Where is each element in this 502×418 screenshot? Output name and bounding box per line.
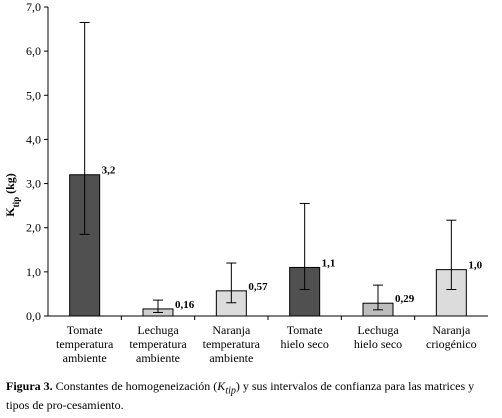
error-bars <box>79 21 457 313</box>
data-labels: 3,2 0,16 0,57 1,1 0,29 1,0 <box>102 165 483 311</box>
chart-axes <box>47 7 488 320</box>
figure-label: Figura 3. <box>6 379 53 393</box>
category-label-line: Lechuga <box>137 323 179 337</box>
bar-chart: 0,0 1,0 2,0 3,0 4,0 5,0 6,0 7,0 3,2 0,16 0,57 1,1 0… <box>3 0 488 365</box>
category-label: Lechuga temperatura ambiente <box>129 323 187 365</box>
y-tick-label: 0,0 <box>26 309 41 323</box>
y-tick-label: 2,0 <box>26 221 41 235</box>
caption-text-after: ) y sus intervalos de confianza para las… <box>6 379 475 413</box>
y-axis-label-unit: (kg) <box>3 173 17 197</box>
y-tick-label: 7,0 <box>26 0 41 14</box>
y-tick-label: 3,0 <box>26 177 41 191</box>
category-label-line: ambiente <box>209 351 253 365</box>
category-label-line: temperatura <box>203 337 261 351</box>
data-label: 1,1 <box>322 257 336 269</box>
category-label: Tomate temperatura ambiente <box>56 323 114 365</box>
y-tick-label: 1,0 <box>26 265 41 279</box>
category-label-line: Tomate <box>67 323 103 337</box>
caption-k-sub: tip <box>225 385 236 397</box>
data-label: 0,57 <box>248 281 268 293</box>
y-tick-label: 4,0 <box>26 132 41 146</box>
y-axis-label: Ktip (kg) <box>3 173 21 217</box>
figure-caption: Figura 3. Constantes de homogeneización … <box>6 379 498 413</box>
category-label-line: temperatura <box>129 337 187 351</box>
y-tick-label: 6,0 <box>26 44 41 58</box>
category-label-line: ambiente <box>136 351 180 365</box>
data-label: 0,29 <box>395 293 415 305</box>
category-label: Naranja criogénico <box>426 323 477 351</box>
caption-text-before: Constantes de homogeneización ( <box>52 379 218 393</box>
category-label-line: Naranja <box>212 323 251 337</box>
category-label: Lechuga hielo seco <box>354 323 402 351</box>
y-axis-label-main: K <box>3 207 17 217</box>
y-axis-ticks: 0,0 1,0 2,0 3,0 4,0 5,0 6,0 7,0 <box>26 0 48 323</box>
category-label-line: hielo seco <box>354 337 402 351</box>
data-label: 0,16 <box>175 299 195 311</box>
data-label: 3,2 <box>102 165 116 177</box>
category-label-line: Tomate <box>287 323 323 337</box>
category-label-line: Lechuga <box>357 323 399 337</box>
category-label-line: criogénico <box>426 337 477 351</box>
y-tick-label: 5,0 <box>26 88 41 102</box>
category-label-line: Naranja <box>432 323 471 337</box>
category-label: Naranja temperatura ambiente <box>203 323 261 365</box>
category-label: Tomate hielo seco <box>281 323 329 351</box>
category-label-line: temperatura <box>56 337 114 351</box>
category-label-line: hielo seco <box>281 337 329 351</box>
y-axis-label-sub: tip <box>11 197 21 208</box>
data-label: 1,0 <box>468 260 482 272</box>
category-label-line: ambiente <box>63 351 107 365</box>
caption-k-main: K <box>217 379 226 393</box>
